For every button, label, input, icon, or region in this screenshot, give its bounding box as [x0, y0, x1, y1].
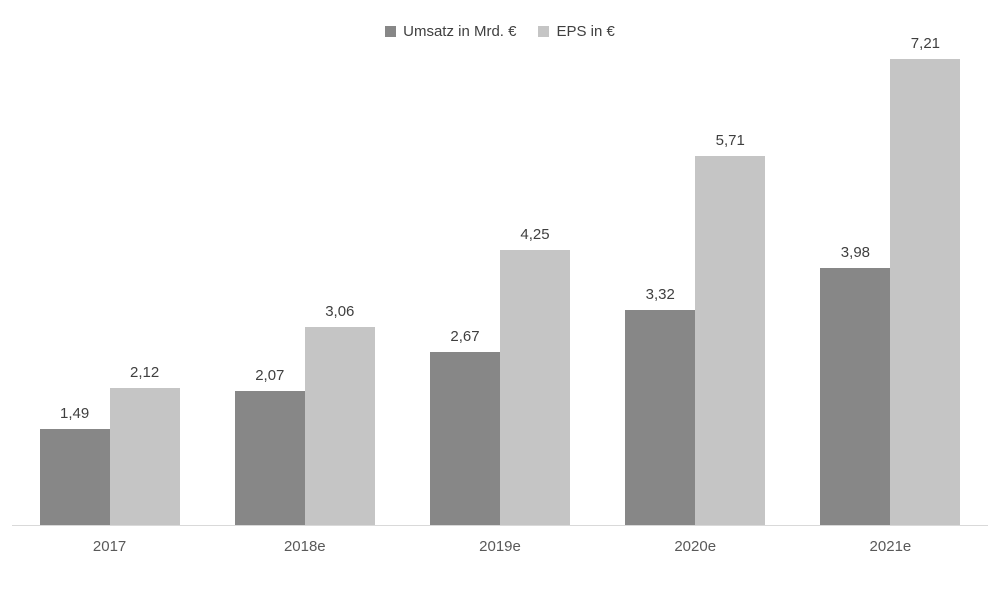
bar-group-2018e: 2,07 3,06 — [207, 303, 402, 525]
bar-value-label: 3,98 — [840, 244, 871, 261]
x-axis-labels: 2017 2018e 2019e 2020e 2021e — [12, 526, 988, 555]
bar-umsatz: 3,98 — [820, 244, 891, 525]
x-axis-tick-label: 2017 — [92, 538, 127, 555]
bar-value-label: 1,49 — [59, 405, 90, 422]
bar-eps: 2,12 — [109, 364, 180, 525]
legend-item-eps: EPS in € — [538, 22, 615, 40]
legend-swatch-icon — [538, 25, 550, 37]
x-axis-tick-label: 2018e — [283, 538, 326, 555]
legend-swatch-icon — [385, 25, 397, 37]
bar-umsatz: 3,32 — [625, 286, 696, 525]
bar-value-label: 5,71 — [715, 132, 745, 149]
bar-value-label: 2,12 — [129, 364, 160, 381]
x-axis-tick-label: 2020e — [674, 538, 717, 555]
legend-label: Umsatz in Mrd. € — [403, 22, 517, 40]
bar-value-label: 2,67 — [450, 328, 480, 345]
bar-value-label: 3,06 — [325, 303, 355, 320]
bar-umsatz: 1,49 — [39, 405, 110, 525]
x-axis-tick-label: 2021e — [869, 538, 912, 555]
plot-area: 1,49 2,12 2,07 3,06 2,67 4,25 3,32 5,71 3,98 7,21 — [12, 35, 988, 526]
bar-umsatz: 2,07 — [234, 367, 305, 525]
bar-group-2021e: 3,98 7,21 — [793, 35, 988, 525]
bar-group-2017: 1,49 2,12 — [12, 364, 207, 525]
bar-eps: 7,21 — [890, 35, 961, 525]
bar-eps: 3,06 — [304, 303, 375, 525]
bar-value-label: 7,21 — [910, 35, 941, 52]
bar-eps: 5,71 — [695, 132, 766, 525]
x-axis-tick-label: 2019e — [479, 538, 521, 555]
bar-value-label: 3,32 — [645, 286, 675, 303]
bar-value-label: 2,07 — [255, 367, 285, 384]
bar-umsatz: 2,67 — [430, 328, 500, 525]
bar-group-2020e: 3,32 5,71 — [598, 132, 793, 525]
bar-group-2019e: 2,67 4,25 — [402, 226, 597, 525]
legend-item-umsatz: Umsatz in Mrd. € — [385, 24, 516, 39]
legend-label: EPS in € — [556, 22, 615, 40]
chart-legend: Umsatz in Mrd. € EPS in € — [0, 0, 1000, 40]
bar-value-label: 4,25 — [520, 226, 550, 243]
bar-eps: 4,25 — [500, 226, 570, 525]
